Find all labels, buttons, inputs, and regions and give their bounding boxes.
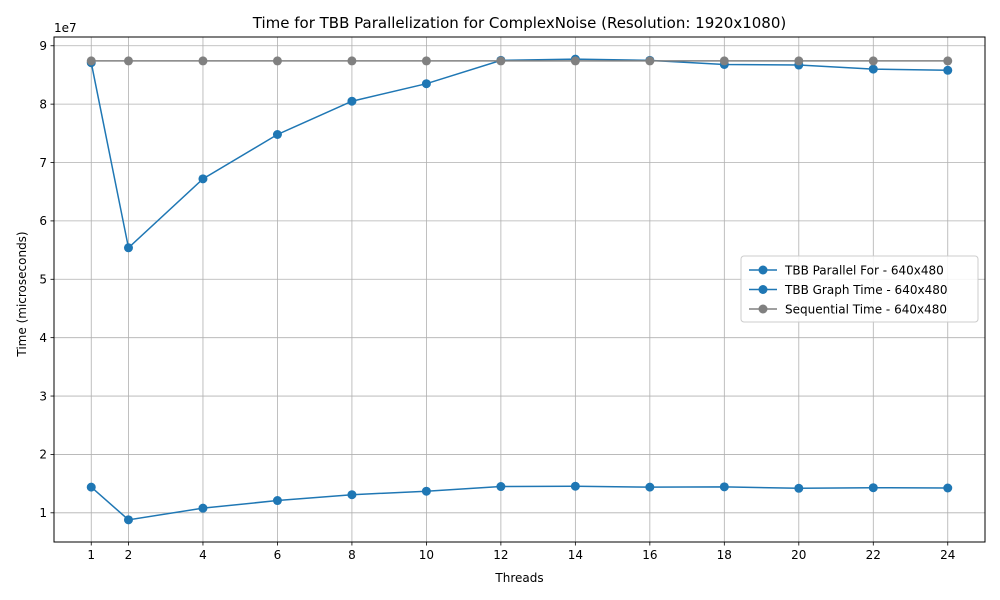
data-point bbox=[943, 483, 953, 493]
x-tick-label: 14 bbox=[568, 548, 583, 562]
data-point bbox=[198, 56, 208, 66]
data-point bbox=[86, 482, 96, 492]
y-tick-label: 6 bbox=[39, 214, 47, 228]
data-point bbox=[272, 56, 282, 66]
x-tick-label: 20 bbox=[791, 548, 806, 562]
data-point bbox=[123, 56, 133, 66]
data-point bbox=[421, 79, 431, 89]
data-point bbox=[123, 515, 133, 525]
legend-label: TBB Graph Time - 640x480 bbox=[784, 283, 947, 297]
x-axis-ticks: 1 2 4 6 8 10 12 14 16 18 20 22 24 bbox=[87, 542, 955, 562]
legend-item: TBB Parallel For - 640x480 bbox=[749, 263, 944, 277]
plot-area-frame bbox=[53, 36, 986, 543]
x-tick-label: 22 bbox=[866, 548, 881, 562]
legend-item: TBB Graph Time - 640x480 bbox=[749, 283, 947, 297]
data-point bbox=[794, 56, 804, 66]
x-tick-label: 6 bbox=[274, 548, 282, 562]
data-point bbox=[123, 243, 133, 253]
legend-swatch-marker bbox=[758, 265, 768, 275]
data-point bbox=[198, 174, 208, 184]
x-tick-label: 2 bbox=[125, 548, 133, 562]
series-2 bbox=[86, 481, 953, 525]
legend-swatch-marker bbox=[758, 304, 768, 314]
y-tick-label: 1 bbox=[39, 506, 47, 520]
chart-title: Time for TBB Parallelization for Complex… bbox=[252, 14, 786, 32]
legend: TBB Parallel For - 640x480 TBB Graph Time… bbox=[740, 255, 979, 323]
x-tick-label: 12 bbox=[493, 548, 508, 562]
y-tick-label: 8 bbox=[39, 97, 47, 111]
y-axis-label: Time (microseconds) bbox=[15, 231, 29, 357]
x-tick-label: 10 bbox=[419, 548, 434, 562]
data-point bbox=[198, 503, 208, 513]
data-point bbox=[347, 56, 357, 66]
data-point bbox=[719, 482, 729, 492]
data-point bbox=[347, 490, 357, 500]
data-point bbox=[347, 96, 357, 106]
data-point bbox=[272, 496, 282, 506]
y-tick-label: 7 bbox=[39, 156, 47, 170]
x-tick-label: 4 bbox=[199, 548, 207, 562]
data-point bbox=[645, 56, 655, 66]
data-point bbox=[86, 56, 96, 66]
series-line bbox=[90, 58, 948, 250]
y-tick-label: 9 bbox=[39, 39, 47, 53]
legend-label: TBB Parallel For - 640x480 bbox=[784, 263, 944, 277]
data-point bbox=[794, 483, 804, 493]
data-point bbox=[943, 65, 953, 75]
legend-label: Sequential Time - 640x480 bbox=[785, 302, 947, 316]
data-point bbox=[719, 56, 729, 66]
series-1 bbox=[86, 54, 953, 253]
data-point bbox=[868, 64, 878, 74]
y-tick-label: 3 bbox=[39, 389, 47, 403]
series-lines bbox=[86, 54, 953, 525]
data-point bbox=[943, 56, 953, 66]
data-point bbox=[570, 56, 580, 66]
x-tick-label: 24 bbox=[940, 548, 955, 562]
x-axis-label: Threads bbox=[494, 571, 543, 585]
x-tick-label: 18 bbox=[717, 548, 732, 562]
series-3 bbox=[86, 56, 953, 66]
y-tick-label: 4 bbox=[39, 331, 47, 345]
y-tick-label: 2 bbox=[39, 448, 47, 462]
data-point bbox=[421, 486, 431, 496]
data-point bbox=[272, 129, 282, 139]
data-point bbox=[868, 483, 878, 493]
data-point bbox=[570, 481, 580, 491]
y-axis-ticks: 1 2 3 4 5 6 7 8 9 bbox=[39, 39, 54, 520]
data-point bbox=[496, 482, 506, 492]
data-point bbox=[645, 482, 655, 492]
y-axis-offset-text: 1e7 bbox=[54, 21, 77, 35]
x-tick-label: 8 bbox=[348, 548, 356, 562]
data-point bbox=[496, 56, 506, 66]
y-tick-label: 5 bbox=[39, 273, 47, 287]
data-point bbox=[868, 56, 878, 66]
data-point bbox=[421, 56, 431, 66]
legend-swatch-marker bbox=[758, 285, 768, 294]
legend-box bbox=[740, 255, 979, 323]
x-tick-label: 1 bbox=[87, 548, 95, 562]
x-tick-label: 16 bbox=[642, 548, 657, 562]
series-line bbox=[90, 485, 948, 521]
legend-item: Sequential Time - 640x480 bbox=[749, 302, 947, 316]
